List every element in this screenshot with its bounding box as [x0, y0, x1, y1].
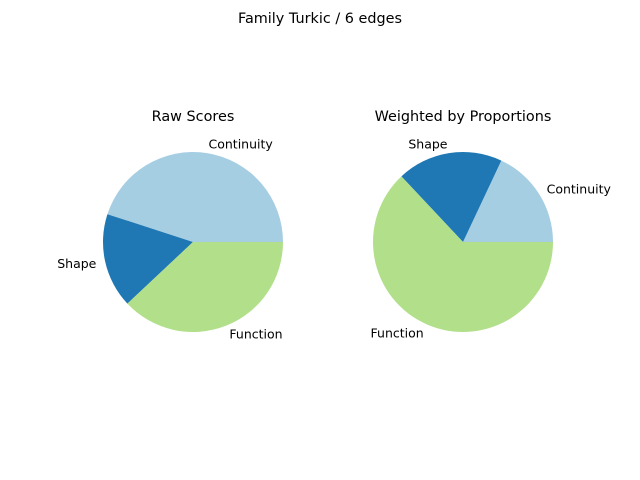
pie-chart-raw-scores: Raw Scores Continuity Shape Function — [57, 109, 284, 342]
pie-slices-raw-scores — [103, 152, 284, 332]
pie-label-function: Function — [229, 327, 282, 342]
pie-labels-raw-scores: Continuity Shape Function — [57, 137, 282, 342]
figure-suptitle: Family Turkic / 6 edges — [238, 11, 402, 27]
pie-title-weighted-by-proportions: Weighted by Proportions — [375, 109, 552, 125]
pie-slice-function — [372, 176, 553, 333]
pie-slice-function — [127, 242, 283, 332]
pie-label-continuity: Continuity — [209, 137, 274, 152]
pie-title-raw-scores: Raw Scores — [152, 109, 235, 125]
pie-label-continuity: Continuity — [547, 182, 612, 197]
pie-slice-continuity — [107, 152, 284, 242]
pie-slice-shape — [401, 152, 502, 242]
pie-label-shape: Shape — [408, 137, 447, 152]
pie-chart-weighted-by-proportions: Weighted by Proportions Continuity Shape F… — [371, 109, 612, 340]
pie-label-function: Function — [371, 325, 424, 340]
pie-labels-weighted-by-proportions: Continuity Shape Function — [371, 137, 612, 341]
pie-slice-continuity — [463, 160, 553, 242]
pie-label-shape: Shape — [57, 256, 96, 271]
pie-slices-weighted-by-proportions — [372, 152, 553, 333]
pie-slice-shape — [103, 214, 193, 304]
